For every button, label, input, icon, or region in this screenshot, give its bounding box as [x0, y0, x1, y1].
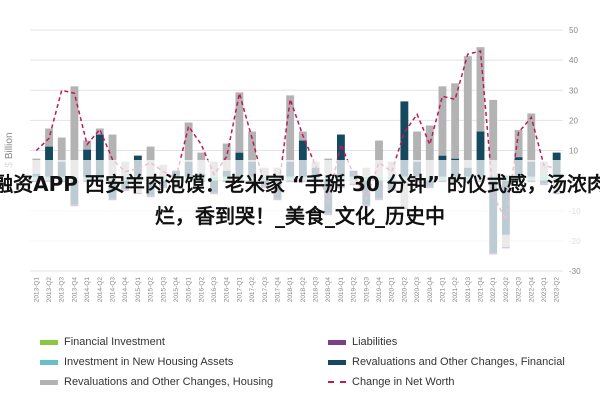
x-tick-label: 2023-Q1 [541, 277, 548, 303]
headline-text: 融资APP 西安羊肉泡馍：老米家 “手掰 30 分钟” 的仪式感，汤浓肉烂，香到… [0, 172, 600, 228]
x-tick-label: 2016-Q3 [211, 277, 218, 303]
y-tick-label: 50 [569, 26, 578, 35]
x-tick-label: 2019-Q2 [351, 277, 358, 303]
x-tick-label: 2020-Q3 [414, 277, 421, 303]
y-tick-label: 10 [569, 147, 578, 156]
bar-segment [45, 128, 53, 147]
legend-item-liabilities: Liabilities [328, 336, 397, 348]
bar-segment [489, 99, 498, 176]
legend-swatch-financial-investment [40, 339, 58, 345]
legend-item-investment-new-housing: Investment in New Housing Assets [40, 356, 233, 368]
bar-segment [476, 47, 485, 132]
legend-item-revaluations-financial: Revaluations and Other Changes, Financia… [328, 356, 565, 368]
x-tick-label: 2021-Q3 [465, 277, 472, 303]
x-tick-label: 2013-Q2 [46, 277, 53, 303]
x-tick-label: 2023-Q2 [554, 277, 561, 303]
x-tick-label: 2020-Q2 [401, 277, 408, 303]
bar-segment [286, 95, 295, 162]
bar-segment [336, 134, 345, 177]
x-tick-label: 2021-Q1 [439, 277, 446, 303]
bar-segment [70, 86, 79, 177]
x-tick-label: 2022-Q3 [516, 277, 523, 303]
x-tick-label: 2022-Q2 [503, 277, 510, 303]
y-tick-label: 40 [569, 56, 578, 65]
legend-swatch-liabilities [328, 339, 346, 345]
legend-swatch-change-in-net-worth [328, 381, 346, 383]
x-tick-label: 2014-Q2 [97, 277, 104, 303]
bar-segment [184, 122, 193, 162]
x-tick-label: 2017-Q2 [249, 277, 256, 303]
x-tick-label: 2015-Q1 [135, 277, 142, 303]
legend-item-revaluations-housing: Revaluations and Other Changes, Housing [40, 376, 273, 388]
bar-segment [95, 134, 104, 177]
legend-swatch-revaluations-housing [40, 379, 58, 385]
legend-swatch-revaluations-financial [328, 359, 346, 365]
bar-segment [476, 131, 485, 177]
x-tick-label: 2021-Q4 [478, 277, 485, 303]
bar-segment [375, 140, 383, 177]
x-tick-label: 2016-Q2 [198, 277, 205, 303]
x-tick-label: 2019-Q1 [338, 277, 345, 303]
headline-overlay: 融资APP 西安羊肉泡馍：老米家 “手掰 30 分钟” 的仪式感，汤浓肉烂，香到… [0, 160, 600, 256]
x-tick-label: 2017-Q1 [236, 277, 243, 303]
net-worth-line [35, 50, 557, 223]
bar-segment [438, 86, 447, 156]
x-tick-label: 2017-Q4 [275, 277, 282, 303]
y-tick-label: -30 [569, 267, 581, 276]
bar-segment [527, 113, 536, 162]
x-tick-label: 2014-Q3 [110, 277, 117, 303]
chart-x-tick-labels: 2013-Q1 2013-Q2 2013-Q3 2013-Q4 2014-Q1 2014-… [33, 277, 560, 303]
x-tick-label: 2019-Q3 [363, 277, 370, 303]
bar-segment [235, 92, 244, 153]
legend-label: Liabilities [352, 336, 398, 348]
bar-segment [413, 131, 421, 162]
legend-item-financial-investment: Financial Investment [40, 336, 165, 348]
bar-segment [95, 128, 104, 135]
x-tick-label: 2014-Q4 [122, 277, 129, 303]
x-tick-label: 2020-Q4 [427, 277, 434, 303]
bar-segment [108, 134, 117, 177]
x-tick-label: 2015-Q4 [173, 277, 180, 303]
x-tick-label: 2013-Q1 [33, 277, 40, 303]
x-tick-label: 2013-Q4 [71, 277, 78, 303]
bar-segment [463, 56, 472, 168]
legend-label: Change in Net Worth [352, 376, 455, 388]
legend-item-change-in-net-worth: Change in Net Worth [328, 376, 455, 388]
bar-segment [514, 130, 523, 158]
x-tick-label: 2016-Q4 [224, 277, 231, 303]
legend-label: Financial Investment [64, 336, 165, 348]
x-tick-label: 2015-Q2 [148, 277, 155, 303]
x-tick-label: 2015-Q3 [160, 277, 167, 303]
y-axis-label: $ Billion [4, 132, 15, 167]
legend-swatch-investment-new-housing [40, 359, 58, 365]
x-tick-label: 2022-Q1 [490, 277, 497, 303]
x-tick-label: 2018-Q3 [313, 277, 320, 303]
bar-segment [57, 137, 66, 162]
x-tick-label: 2019-Q4 [376, 277, 383, 303]
bar-segment [298, 140, 307, 177]
y-tick-label: 30 [569, 86, 578, 95]
x-tick-label: 2016-Q1 [186, 277, 193, 303]
legend-label: Revaluations and Other Changes, Housing [64, 376, 274, 388]
bar-segment [400, 101, 409, 177]
legend-label: Investment in New Housing Assets [64, 356, 234, 368]
x-tick-label: 2014-Q1 [84, 277, 91, 303]
bar-segment [248, 131, 257, 162]
x-tick-label: 2018-Q2 [300, 277, 307, 303]
x-tick-label: 2020-Q1 [389, 277, 396, 303]
y-tick-label: 20 [569, 116, 578, 125]
x-tick-label: 2017-Q3 [262, 277, 269, 303]
x-tick-label: 2018-Q1 [287, 277, 294, 303]
x-tick-label: 2018-Q4 [325, 277, 332, 303]
legend-label: Revaluations and Other Changes, Financia… [352, 356, 565, 368]
x-tick-label: 2021-Q2 [452, 277, 459, 303]
bar-segment [425, 125, 434, 177]
bar-segment [451, 83, 460, 159]
x-tick-label: 2013-Q3 [59, 277, 66, 303]
x-tick-label: 2022-Q4 [528, 277, 535, 303]
